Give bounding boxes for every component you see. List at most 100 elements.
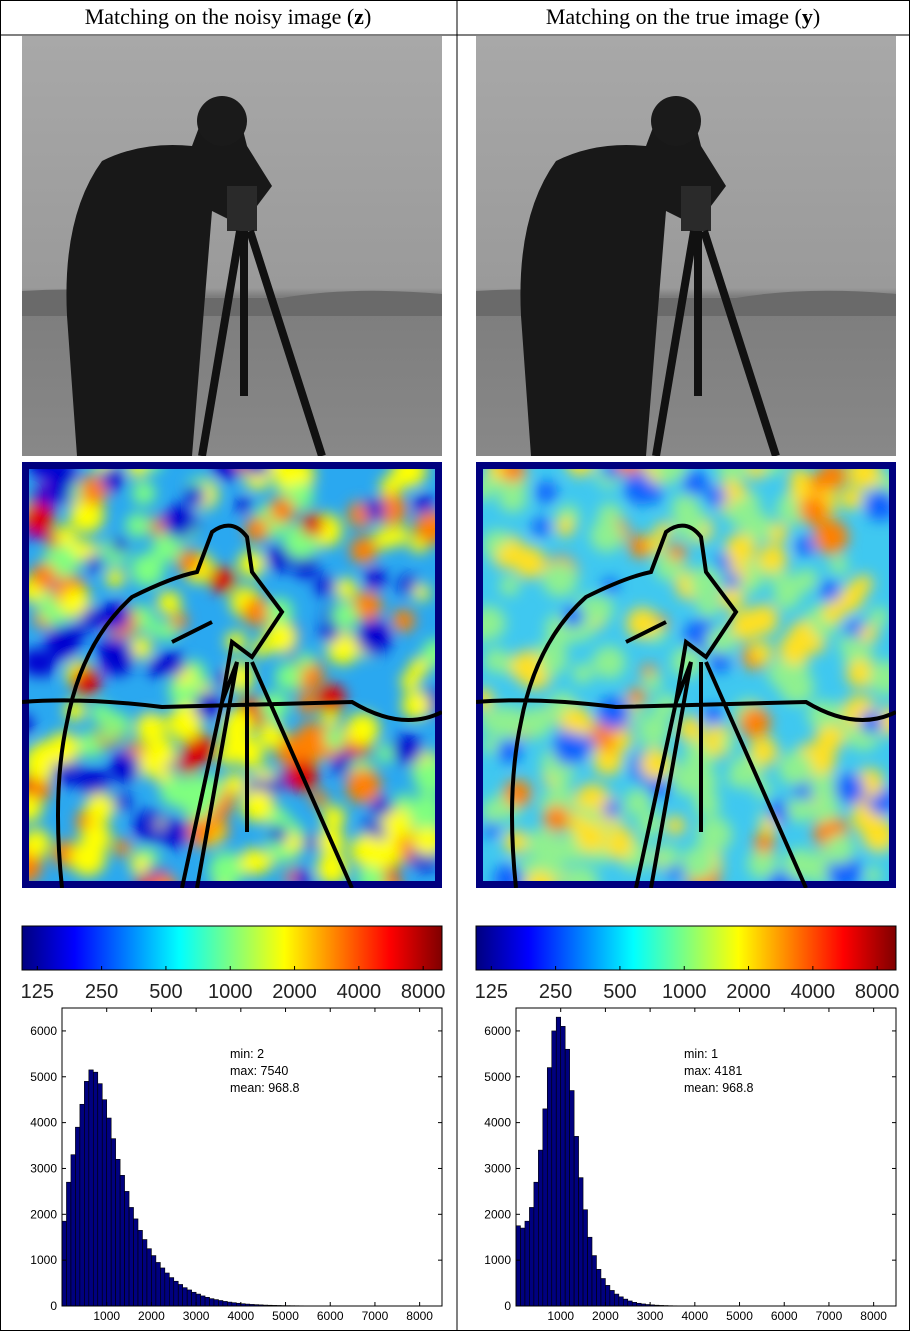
x-tick-label: 2000 (138, 1309, 165, 1323)
heatmap-blob (160, 777, 189, 806)
heatmap-blob (413, 760, 448, 795)
heatmap-blob (364, 568, 386, 590)
heatmap-blob (860, 711, 883, 734)
heatmap-blob (336, 578, 357, 599)
heatmap-blob (159, 650, 186, 677)
heatmap-blob (106, 569, 125, 588)
heatmap-blob (494, 864, 524, 894)
x-tick-label: 5000 (726, 1309, 753, 1323)
heatmap-blob (725, 534, 756, 565)
x-tick-label: 4000 (227, 1309, 254, 1323)
histogram-bar (183, 1288, 187, 1306)
heatmap-blob (848, 456, 881, 489)
heatmap-blob (835, 774, 865, 804)
heatmap-blob (703, 705, 723, 725)
histogram-bar (201, 1296, 205, 1306)
heatmap-blob (790, 621, 814, 645)
y-tick-label: 1000 (30, 1253, 57, 1267)
histogram-bar (178, 1284, 182, 1306)
heatmap-blob (709, 652, 730, 673)
colorbar-tick-label: 250 (539, 981, 572, 1003)
heatmap-blob (504, 830, 528, 854)
heatmap-blob (482, 736, 499, 753)
x-tick-label: 6000 (317, 1309, 344, 1323)
histogram-bar (552, 1031, 556, 1306)
heatmap-blob (269, 497, 295, 523)
heatmap-blob (613, 731, 632, 750)
histogram-bar (538, 1150, 542, 1306)
histogram-bar (561, 1026, 565, 1306)
title-symbol: z (354, 4, 364, 29)
histogram-bar (98, 1084, 102, 1306)
histogram-bar (592, 1256, 596, 1306)
heatmap-blob (543, 805, 569, 831)
heatmap-blob (45, 626, 80, 661)
heatmap-blob (637, 714, 669, 746)
histogram-bar (529, 1207, 533, 1306)
heatmap-blob (402, 691, 430, 719)
heatmap-blob (269, 825, 288, 844)
heatmap-blob (540, 846, 565, 871)
heatmap-blob (257, 854, 274, 871)
histogram-bar (614, 1294, 618, 1306)
heatmap-blob (825, 834, 855, 864)
heatmap-blob (100, 466, 125, 491)
histogram-bar (619, 1297, 623, 1306)
histogram-bar (84, 1081, 88, 1306)
colorbar-tick-label: 8000 (401, 981, 446, 1003)
histogram-bar (120, 1175, 124, 1306)
heatmap-blob (171, 613, 188, 630)
colorbar-tick-label: 125 (475, 981, 508, 1003)
heatmap-blob (81, 823, 112, 854)
heatmap-blob (317, 684, 345, 712)
y-tick-label: 3000 (484, 1161, 511, 1175)
heatmap-blob (647, 487, 663, 503)
heatmap-blob (810, 773, 837, 800)
heatmap-blob (29, 778, 51, 800)
histogram-bar (579, 1178, 583, 1306)
heatmap-blob (606, 833, 633, 860)
heatmap-blob (130, 856, 149, 875)
title-text: Matching on the noisy image ( (85, 4, 354, 29)
histogram-bar (574, 1136, 578, 1306)
stats-annotation: mean: 968.8 (684, 1081, 754, 1095)
colorbar-tick-label: 1000 (208, 981, 253, 1003)
heatmap-blob (365, 499, 386, 520)
heatmap-blob (706, 486, 726, 506)
heatmap-blob (55, 525, 75, 545)
histogram-bar (628, 1301, 632, 1306)
denoised-image (22, 36, 442, 456)
x-tick-label: 6000 (771, 1309, 798, 1323)
stats-annotation: max: 7540 (230, 1064, 288, 1078)
colorbar-tick-label: 500 (149, 981, 182, 1003)
colorbar-tick-label: 250 (85, 981, 118, 1003)
heatmap-blob (542, 562, 577, 597)
heatmap-blob (99, 640, 135, 676)
heatmap-blob (320, 623, 340, 643)
heatmap-blob (146, 620, 162, 636)
histogram-bar (151, 1256, 155, 1306)
histogram-bar (147, 1249, 151, 1306)
histogram-bar (214, 1300, 218, 1306)
histogram-bar (583, 1210, 587, 1306)
heatmap-blob (483, 822, 499, 838)
heatmap-blob (31, 563, 57, 589)
heatmap-blob (413, 584, 430, 601)
heatmap-blob (643, 673, 662, 692)
y-tick-label: 2000 (484, 1207, 511, 1221)
heatmap-blob (728, 498, 759, 529)
histogram-bar (75, 1127, 79, 1306)
histogram-bar (160, 1268, 164, 1306)
x-tick-label: 8000 (860, 1309, 887, 1323)
histogram-bar (196, 1294, 200, 1306)
histogram-bar (547, 1068, 551, 1306)
x-tick-label: 7000 (362, 1309, 389, 1323)
histogram-bar (632, 1302, 636, 1306)
histogram-bar (516, 1226, 520, 1306)
heatmap-blob (355, 619, 391, 655)
y-tick-label: 5000 (30, 1070, 57, 1084)
heatmap-blob (859, 624, 877, 642)
heatmap-blob (682, 846, 716, 880)
heatmap-blob (390, 468, 409, 487)
heatmap-blob (159, 818, 189, 848)
